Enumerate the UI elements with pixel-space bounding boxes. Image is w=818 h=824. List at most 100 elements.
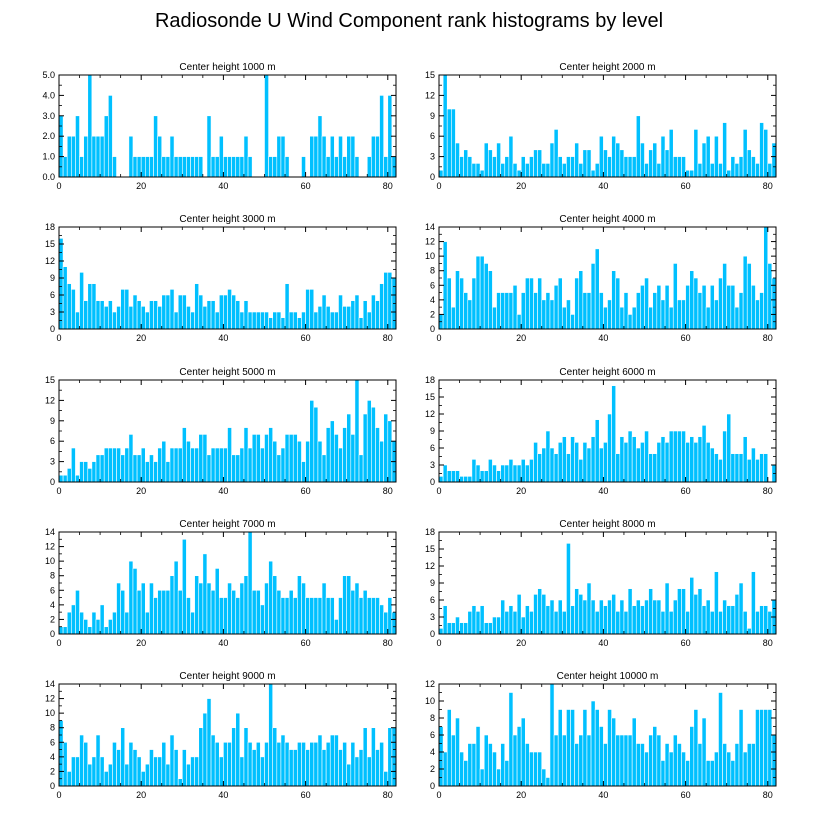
histogram-bar	[463, 622, 469, 635]
histogram-bar	[157, 589, 163, 635]
histogram-bar	[313, 135, 319, 178]
histogram-bar	[338, 135, 343, 178]
histogram-bar	[664, 582, 670, 635]
histogram-bar	[746, 743, 752, 787]
histogram-bar	[590, 436, 596, 483]
panel-title: Center height 8000 m	[559, 519, 655, 530]
histogram-bar	[446, 709, 452, 787]
histogram-bar	[627, 588, 633, 635]
histogram-bar	[714, 571, 719, 635]
histogram-bar	[301, 741, 306, 787]
histogram-bar	[329, 311, 335, 330]
histogram-bar	[136, 756, 142, 787]
x-tick-label: 80	[383, 181, 393, 191]
histogram-bar	[705, 306, 711, 330]
histogram-bar	[664, 743, 670, 787]
histogram-bar	[79, 461, 84, 483]
histogram-bar	[607, 156, 612, 178]
histogram-bar	[354, 379, 360, 483]
y-tick-label: 2	[430, 764, 435, 774]
histogram-bar	[95, 619, 101, 635]
histogram-bar	[479, 169, 485, 178]
x-tick-label: 60	[681, 638, 691, 648]
histogram-bar	[247, 311, 253, 330]
histogram-bar	[660, 760, 666, 787]
histogram-bar	[247, 741, 253, 787]
y-tick-label: 0	[430, 477, 435, 487]
histogram-bar	[292, 597, 298, 635]
histogram-bar	[738, 453, 744, 483]
panel-title: Center height 6000 m	[559, 367, 655, 378]
histogram-bar	[161, 589, 167, 635]
histogram-bar	[755, 163, 760, 178]
histogram-bar	[379, 283, 384, 330]
histogram-bar	[529, 751, 534, 787]
panel-title: Center height 3000 m	[179, 214, 275, 225]
histogram-bar	[288, 434, 294, 483]
histogram-bar	[214, 568, 220, 635]
histogram-bar	[145, 763, 150, 787]
histogram-bar	[128, 434, 134, 483]
histogram-bar	[640, 142, 645, 178]
histogram-bar	[615, 142, 621, 178]
histogram-bar	[619, 599, 625, 635]
histogram-bar	[467, 476, 473, 483]
histogram-bar	[570, 436, 575, 483]
histogram-bar	[442, 464, 448, 483]
histogram-bar	[358, 597, 364, 635]
y-tick-label: 6	[430, 131, 435, 141]
histogram-bar	[557, 277, 563, 330]
y-tick-label: 10	[45, 556, 55, 566]
histogram-bar	[366, 156, 372, 178]
histogram-bar	[607, 413, 612, 483]
histogram-bar	[446, 108, 452, 178]
histogram-bar	[243, 300, 249, 330]
histogram-bar	[574, 588, 580, 635]
histogram-bar	[235, 454, 241, 483]
histogram-bar	[362, 413, 368, 483]
histogram-bar	[202, 712, 208, 787]
histogram-bar	[529, 459, 534, 483]
histogram-bar	[264, 74, 269, 178]
histogram-bar	[313, 597, 319, 635]
histogram-bar	[186, 440, 191, 483]
x-tick-label: 80	[383, 333, 393, 343]
y-tick-label: 12	[425, 90, 435, 100]
histogram-bar	[272, 575, 278, 635]
histogram-bar	[149, 749, 154, 787]
histogram-bar	[227, 156, 232, 178]
histogram-bar	[227, 741, 232, 787]
histogram-bar	[483, 734, 489, 787]
histogram-bar	[366, 311, 372, 330]
histogram-bar	[268, 156, 274, 178]
histogram-bar	[545, 292, 551, 330]
histogram-bar	[689, 436, 695, 483]
histogram-bar	[557, 156, 563, 178]
y-tick-label: 9	[50, 273, 55, 283]
histogram-bar	[260, 311, 265, 330]
histogram-bar	[235, 712, 241, 787]
histogram-panel: Center height 4000 m 0 2 4 6 8 10 12 14 0 20 40 60 80	[425, 214, 777, 343]
panel-title: Center height 1000 m	[179, 62, 275, 73]
histogram-panel: Center height 9000 m 0 2 4 6 8 10 12 14 0 20 40 60 80	[45, 671, 397, 800]
histogram-bar	[496, 616, 501, 635]
histogram-bar	[611, 385, 617, 483]
histogram-bar	[697, 743, 703, 787]
x-tick-label: 0	[56, 181, 61, 191]
histogram-bar	[128, 560, 134, 635]
histogram-bar	[79, 156, 84, 178]
histogram-bar	[379, 440, 384, 483]
panel-title: Center height 7000 m	[179, 519, 275, 530]
histogram-bar	[108, 95, 113, 178]
histogram-bar	[239, 156, 245, 178]
histogram-bar	[120, 289, 126, 330]
y-tick-label: 14	[425, 222, 435, 232]
histogram-bar	[718, 692, 723, 787]
histogram-bar	[533, 292, 538, 330]
histogram-bar	[264, 582, 269, 635]
histogram-bar	[280, 317, 286, 330]
histogram-bar	[726, 413, 732, 483]
histogram-bar	[668, 129, 674, 178]
histogram-bar	[763, 226, 769, 330]
histogram-bar	[75, 115, 80, 178]
